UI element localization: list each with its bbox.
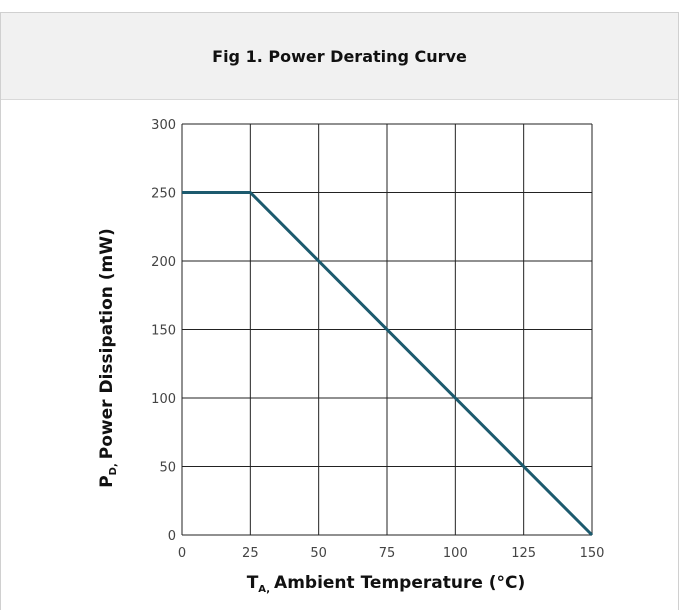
x-axis-symbol: T [247,573,259,593]
x-axis-title: TA, Ambient Temperature (°C) [247,573,526,595]
x-tick-label: 125 [511,546,536,561]
y-tick-label: 50 [159,461,176,476]
series-layer [182,191,594,537]
x-axis-subscript: A, [258,584,270,595]
x-tick-label: 150 [580,546,605,561]
chart-title: Fig 1. Power Derating Curve [212,46,467,66]
y-tick-label: 100 [151,392,176,407]
derating-curve-line [182,191,594,537]
x-axis-text: Ambient Temperature (°C) [274,573,525,593]
y-tick-labels: 0 50 100 150 200 250 300 [151,118,176,544]
y-axis-symbol: P [97,475,117,487]
y-tick-label: 0 [168,529,176,544]
y-axis-text: Power Dissipation (mW) [97,228,117,459]
x-tick-label: 100 [443,546,468,561]
x-tick-label: 25 [242,546,259,561]
y-tick-label: 250 [151,187,176,202]
y-axis-title: PD, Power Dissipation (mW) [97,228,119,488]
chart-card: Fig 1. Power Derating Curve [0,12,679,610]
x-tick-labels: 0 25 50 75 100 125 150 [178,546,605,561]
chart-header: Fig 1. Power Derating Curve [1,13,678,100]
x-tick-label: 50 [310,546,327,561]
y-tick-label: 200 [151,255,176,270]
x-tick-label: 0 [178,546,186,561]
y-tick-label: 300 [151,118,176,133]
y-axis-subscript: D, [108,463,119,475]
y-tick-label: 150 [151,324,176,339]
x-tick-label: 75 [379,546,396,561]
